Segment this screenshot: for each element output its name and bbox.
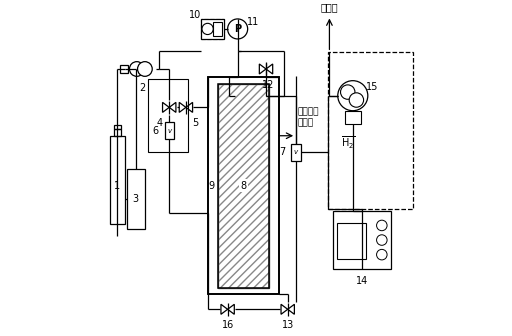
Circle shape xyxy=(338,81,368,111)
Circle shape xyxy=(349,93,364,107)
Bar xyxy=(291,144,301,161)
Bar xyxy=(120,65,129,73)
Text: 7: 7 xyxy=(279,148,285,158)
Circle shape xyxy=(228,19,248,39)
Circle shape xyxy=(202,23,213,35)
Bar xyxy=(345,111,361,124)
Bar xyxy=(337,222,366,259)
Bar xyxy=(201,19,224,39)
Bar xyxy=(218,84,269,288)
Text: 16: 16 xyxy=(222,320,234,330)
Text: 11: 11 xyxy=(247,17,259,27)
Bar xyxy=(333,211,391,269)
Text: 15: 15 xyxy=(366,82,378,92)
Circle shape xyxy=(130,61,144,76)
Text: 1: 1 xyxy=(114,181,120,191)
Text: 3: 3 xyxy=(133,194,139,204)
Text: 至窗外: 至窗外 xyxy=(321,2,338,12)
Text: 4: 4 xyxy=(156,118,162,128)
Bar xyxy=(114,125,121,129)
Text: 5: 5 xyxy=(192,118,198,128)
Text: v: v xyxy=(167,128,172,134)
Text: P: P xyxy=(234,24,241,34)
Text: 再生时在
线分析: 再生时在 线分析 xyxy=(297,107,319,127)
Text: v: v xyxy=(294,150,298,156)
Bar xyxy=(328,52,413,209)
Bar xyxy=(114,129,120,136)
Circle shape xyxy=(138,61,152,76)
Bar xyxy=(207,77,280,294)
Bar xyxy=(110,136,125,224)
Bar xyxy=(126,169,145,229)
Text: $\mathregular{\overline{H_2}}$: $\mathregular{\overline{H_2}}$ xyxy=(341,134,355,151)
Bar xyxy=(164,122,174,139)
Bar xyxy=(218,84,269,288)
Bar xyxy=(201,19,224,39)
Text: 9: 9 xyxy=(208,181,215,191)
Circle shape xyxy=(340,85,355,99)
Text: 13: 13 xyxy=(282,320,294,330)
Bar xyxy=(218,84,269,288)
Text: 12: 12 xyxy=(262,80,274,90)
Text: 14: 14 xyxy=(356,276,368,286)
Bar xyxy=(147,79,187,153)
Bar xyxy=(207,77,280,294)
Text: 10: 10 xyxy=(189,10,201,20)
Text: 2: 2 xyxy=(139,83,145,93)
Text: 8: 8 xyxy=(241,181,247,191)
Text: 6: 6 xyxy=(153,126,159,136)
Bar xyxy=(213,22,222,36)
